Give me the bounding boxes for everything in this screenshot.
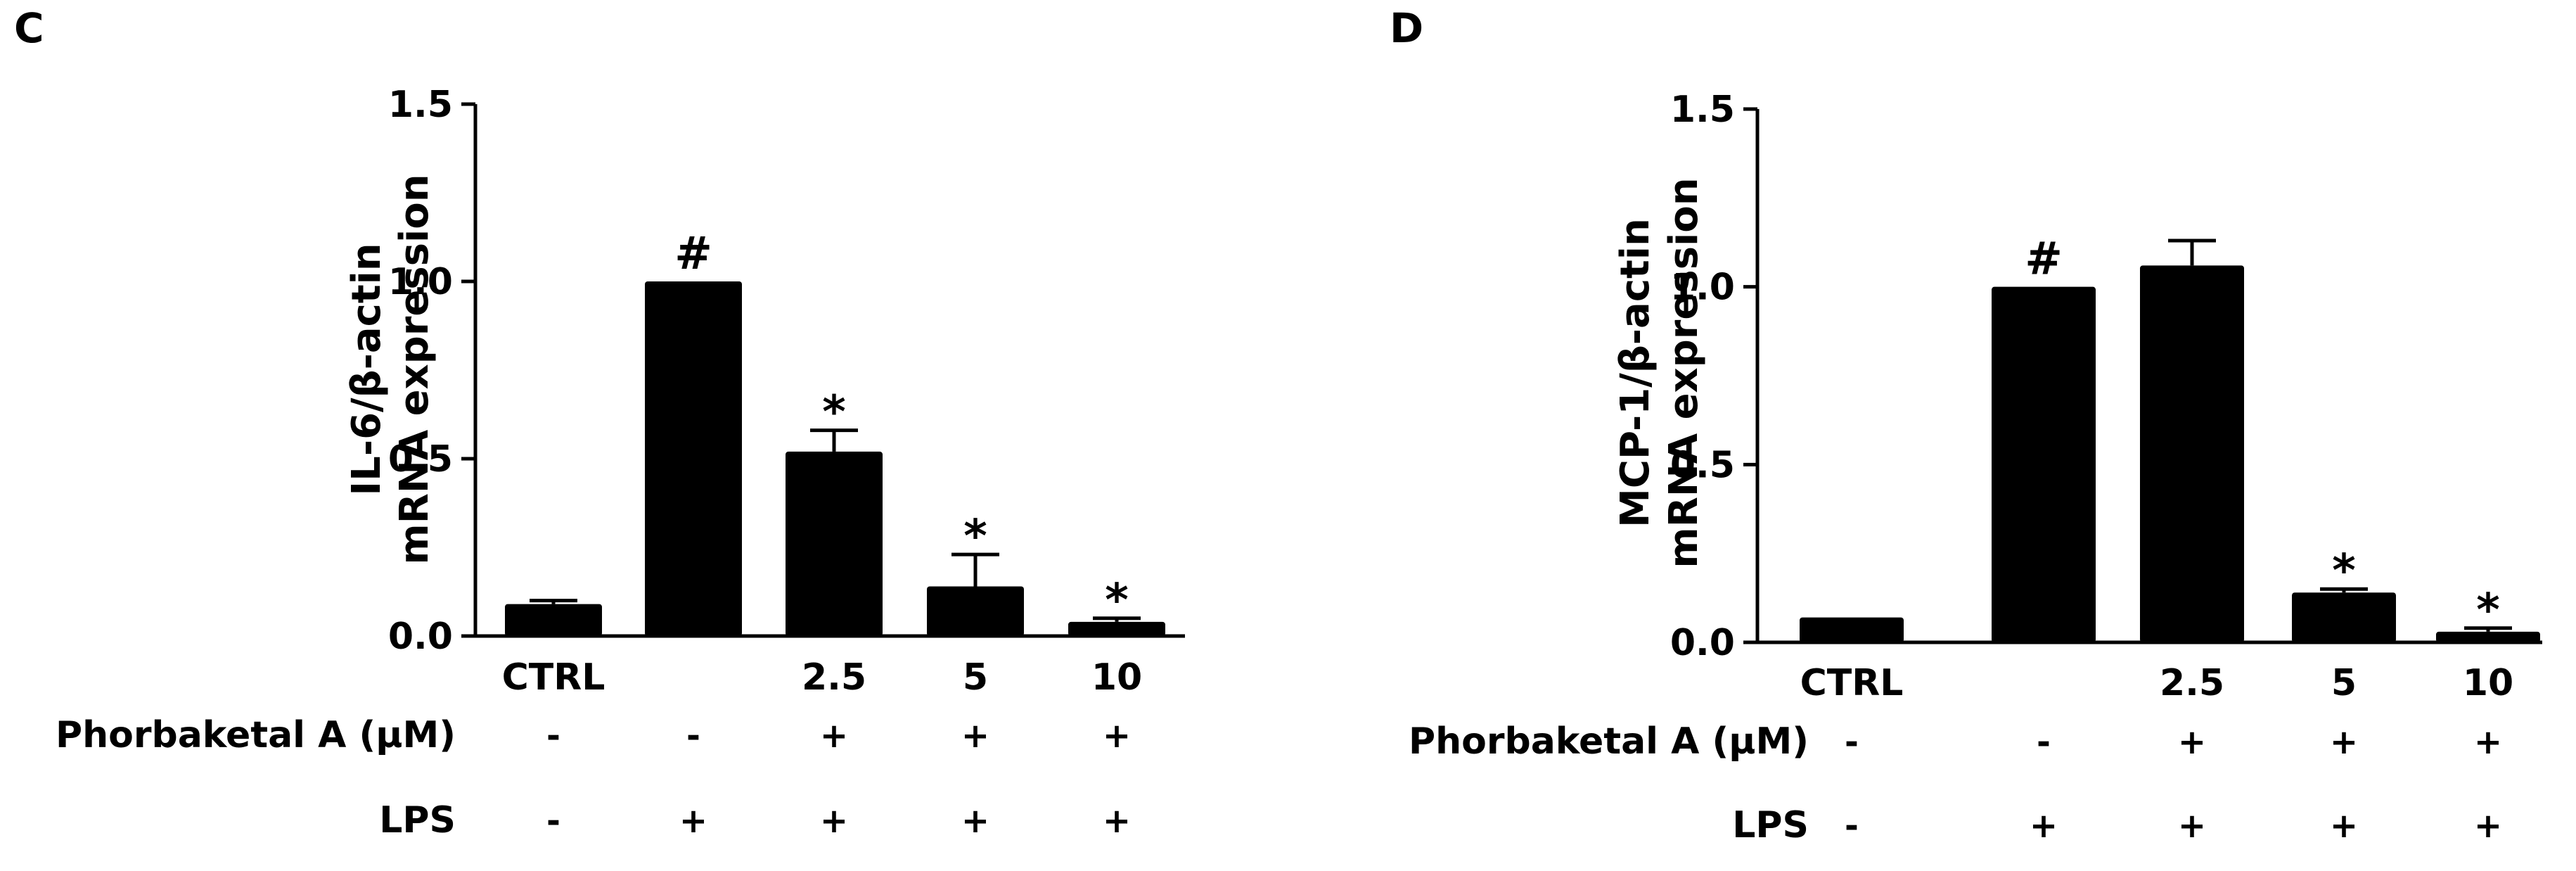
condition-sign: + bbox=[2178, 723, 2206, 762]
bar bbox=[645, 281, 742, 636]
condition-sign: + bbox=[1103, 801, 1131, 841]
condition-sign: - bbox=[546, 801, 560, 841]
bar bbox=[2140, 265, 2244, 642]
significance-asterisk: * bbox=[963, 511, 987, 563]
condition-sign: + bbox=[2330, 806, 2358, 846]
bar bbox=[2436, 631, 2540, 642]
condition-row-label: Phorbaketal A (μM) bbox=[56, 714, 456, 756]
significance-asterisk: * bbox=[2476, 585, 2499, 637]
y-axis-label-line: mRNA expression bbox=[392, 174, 437, 564]
condition-sign: + bbox=[961, 801, 989, 841]
y-tick-label: 1.5 bbox=[1670, 89, 1735, 131]
bar bbox=[786, 451, 883, 636]
panel-c: C 0.0 0.5 1.0 1.5 IL-6/β-actin mRNA expression… bbox=[14, 4, 1185, 841]
condition-sign: + bbox=[2030, 806, 2058, 846]
y-axis-label-line: MCP-1/β-actin bbox=[1613, 218, 1658, 528]
significance-asterisk: * bbox=[1105, 575, 1128, 627]
condition-sign: + bbox=[2474, 723, 2502, 762]
x-tick-label: 2.5 bbox=[2160, 662, 2224, 704]
condition-row-label: LPS bbox=[379, 799, 456, 841]
x-tick-label: CTRL bbox=[502, 656, 605, 699]
x-tick-label: 5 bbox=[2331, 662, 2357, 704]
condition-sign: + bbox=[2330, 723, 2358, 762]
x-tick-label: CTRL bbox=[1800, 662, 1904, 704]
y-tick-label: 1.5 bbox=[388, 84, 453, 126]
y-tick-label: 0.0 bbox=[388, 616, 453, 658]
bar bbox=[505, 604, 602, 636]
condition-row-label: LPS bbox=[1732, 804, 1809, 846]
significance-hash: # bbox=[674, 228, 712, 280]
bar bbox=[1068, 621, 1165, 636]
condition-sign: + bbox=[820, 716, 848, 756]
condition-sign: - bbox=[1845, 723, 1859, 762]
y-axis-label-line: IL-6/β-actin bbox=[344, 243, 390, 495]
bar bbox=[2292, 592, 2396, 642]
bar bbox=[1800, 617, 1904, 642]
x-tick-label: 10 bbox=[2463, 662, 2513, 704]
condition-sign: + bbox=[961, 716, 989, 756]
significance-asterisk: * bbox=[822, 387, 845, 439]
bar bbox=[1992, 286, 2096, 642]
significance-hash: # bbox=[2025, 234, 2063, 286]
y-axis-label-line: mRNA expression bbox=[1661, 177, 1707, 568]
condition-sign: - bbox=[1845, 806, 1859, 846]
condition-sign: + bbox=[2178, 806, 2206, 846]
panel-label: D bbox=[1390, 4, 1423, 52]
y-tick-label: 0.0 bbox=[1670, 622, 1735, 664]
significance-asterisk: * bbox=[2332, 545, 2355, 597]
y-tick-label: 1.0 bbox=[388, 261, 453, 303]
panel-d: D 0.0 0.5 1.0 1.5 MCP-1/β-actin mRNA expressio… bbox=[1390, 4, 2542, 846]
condition-sign: - bbox=[546, 716, 560, 756]
x-tick-label: 2.5 bbox=[802, 656, 866, 699]
condition-sign: + bbox=[1103, 716, 1131, 756]
panel-label: C bbox=[14, 4, 44, 52]
y-tick-label: 0.5 bbox=[388, 438, 453, 481]
condition-row-label: Phorbaketal A (μM) bbox=[1409, 720, 1809, 763]
x-tick-label: 10 bbox=[1091, 656, 1142, 699]
condition-sign: + bbox=[679, 801, 707, 841]
x-tick-label: 5 bbox=[963, 656, 988, 699]
y-tick-label: 1.0 bbox=[1670, 267, 1735, 309]
condition-sign: - bbox=[686, 716, 700, 756]
y-tick-label: 0.5 bbox=[1670, 444, 1735, 486]
bar bbox=[927, 586, 1024, 636]
condition-sign: - bbox=[2037, 723, 2051, 762]
condition-sign: + bbox=[2474, 806, 2502, 846]
condition-sign: + bbox=[820, 801, 848, 841]
